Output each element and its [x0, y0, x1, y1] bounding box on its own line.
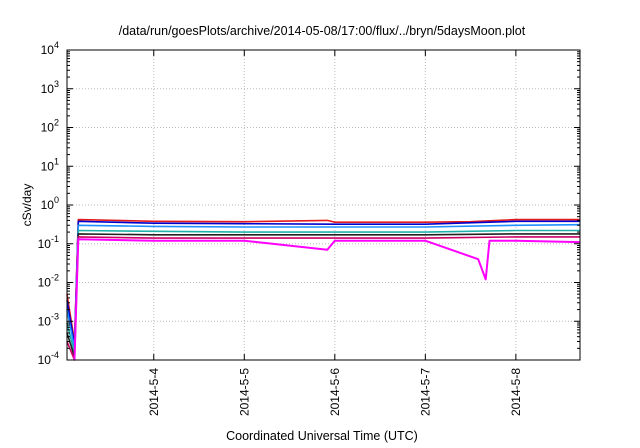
series-group: [66, 218, 581, 361]
y-tick-label: 10-2: [38, 273, 59, 290]
y-tick-label: 101: [41, 156, 59, 173]
y-axis-label: cSv/day: [20, 184, 34, 227]
y-tick-label: 100: [41, 195, 59, 212]
y-tick-label: 10-3: [38, 311, 59, 328]
x-tick-label: 2014-5-8: [509, 368, 523, 416]
y-tick-label: 103: [41, 79, 59, 96]
y-tick-label: 102: [41, 118, 59, 135]
y-axis: 10-4 10-3 10-2 10-1 100 101 102 103 104: [38, 40, 580, 367]
chart-title: /data/run/goesPlots/archive/2014-05-08/1…: [119, 24, 526, 38]
series-line: [66, 236, 580, 361]
x-axis-label: Coordinated Universal Time (UTC): [226, 429, 418, 443]
series-line: [66, 233, 580, 358]
series-line: [66, 223, 581, 350]
y-tick-label: 10-1: [38, 234, 59, 251]
x-tick-label: 2014-5-6: [328, 368, 342, 416]
grid: [67, 50, 580, 360]
x-tick-label: 2014-5-7: [418, 368, 432, 416]
plot-frame: [66, 49, 581, 361]
y-tick-label: 104: [41, 40, 59, 57]
x-tick-label: 2014-5-4: [147, 368, 161, 416]
y-tick-label: 10-4: [38, 350, 59, 367]
series-line: [73, 238, 581, 361]
x-axis: 2014-5-4 2014-5-5 2014-5-6 2014-5-7 2014-5-8: [147, 50, 523, 416]
x-tick-label: 2014-5-5: [237, 368, 251, 416]
